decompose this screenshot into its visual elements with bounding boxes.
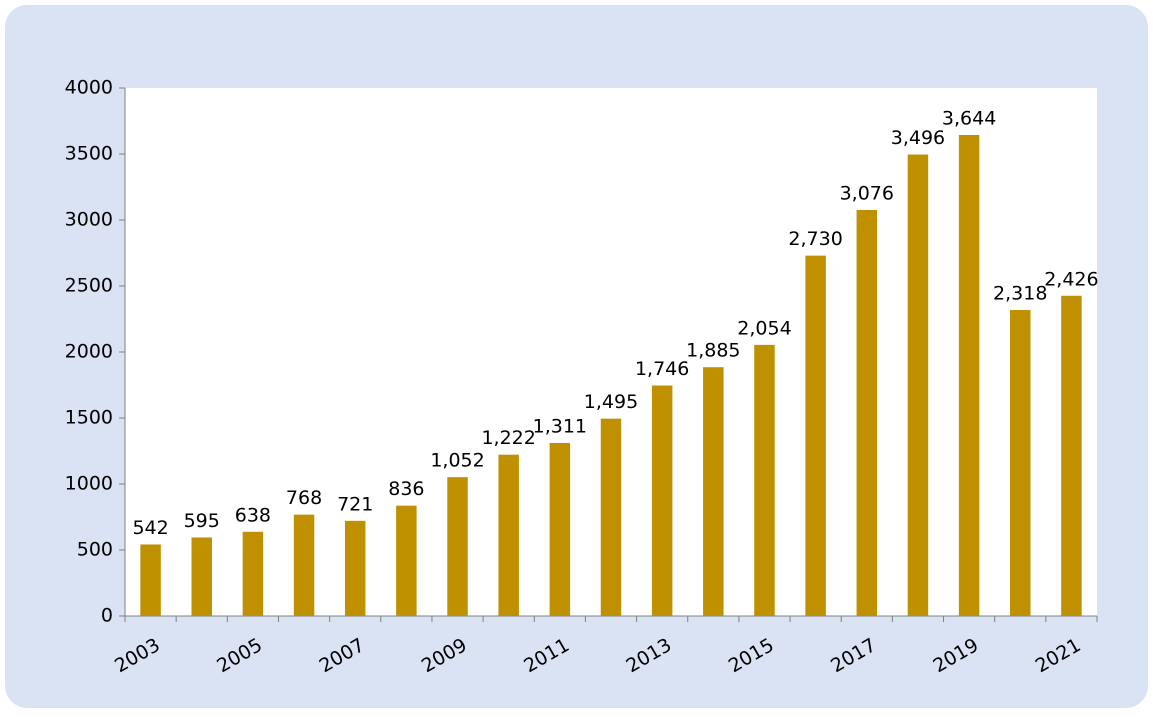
data-label: 2,730 xyxy=(788,228,842,250)
data-label: 1,885 xyxy=(686,340,740,362)
data-label: 1,222 xyxy=(481,427,535,449)
data-label: 3,644 xyxy=(942,107,996,129)
bar xyxy=(703,367,724,616)
data-label: 1,052 xyxy=(430,450,484,472)
bar xyxy=(191,537,212,616)
y-tick-label: 3000 xyxy=(65,209,113,231)
bar xyxy=(805,255,826,616)
data-label: 1,495 xyxy=(584,391,638,413)
bar xyxy=(856,209,878,616)
data-label: 3,076 xyxy=(840,182,894,204)
bar xyxy=(958,134,980,616)
data-label: 542 xyxy=(132,517,168,539)
bar xyxy=(600,418,622,616)
y-tick-label: 1500 xyxy=(65,407,113,429)
bar xyxy=(1010,310,1031,616)
bar xyxy=(754,344,775,616)
data-label: 2,054 xyxy=(737,317,791,339)
bar xyxy=(344,520,366,616)
y-tick-label: 3500 xyxy=(65,143,113,165)
bar xyxy=(651,385,673,616)
data-label: 2,318 xyxy=(993,283,1047,305)
data-label: 1,746 xyxy=(635,358,689,380)
y-tick-label: 1000 xyxy=(65,473,113,495)
bar xyxy=(396,505,417,616)
y-tick-label: 4000 xyxy=(65,77,113,99)
bar xyxy=(1061,295,1082,616)
y-tick-label: 2500 xyxy=(65,275,113,297)
bar xyxy=(549,442,571,616)
y-tick-label: 500 xyxy=(77,539,113,561)
data-label: 1,311 xyxy=(533,415,587,437)
y-tick-label: 0 xyxy=(101,605,113,627)
bar xyxy=(242,531,264,616)
data-label: 3,496 xyxy=(891,127,945,149)
bar xyxy=(140,544,161,616)
bar xyxy=(907,154,929,616)
bar xyxy=(498,454,519,616)
bar xyxy=(447,477,468,616)
data-label: 721 xyxy=(337,493,373,515)
data-label: 638 xyxy=(235,504,271,526)
data-label: 595 xyxy=(184,510,220,532)
data-label: 768 xyxy=(286,487,322,509)
data-label: 2,426 xyxy=(1044,268,1098,290)
bar xyxy=(293,514,315,616)
y-tick-label: 2000 xyxy=(65,341,113,363)
data-label: 836 xyxy=(388,478,424,500)
